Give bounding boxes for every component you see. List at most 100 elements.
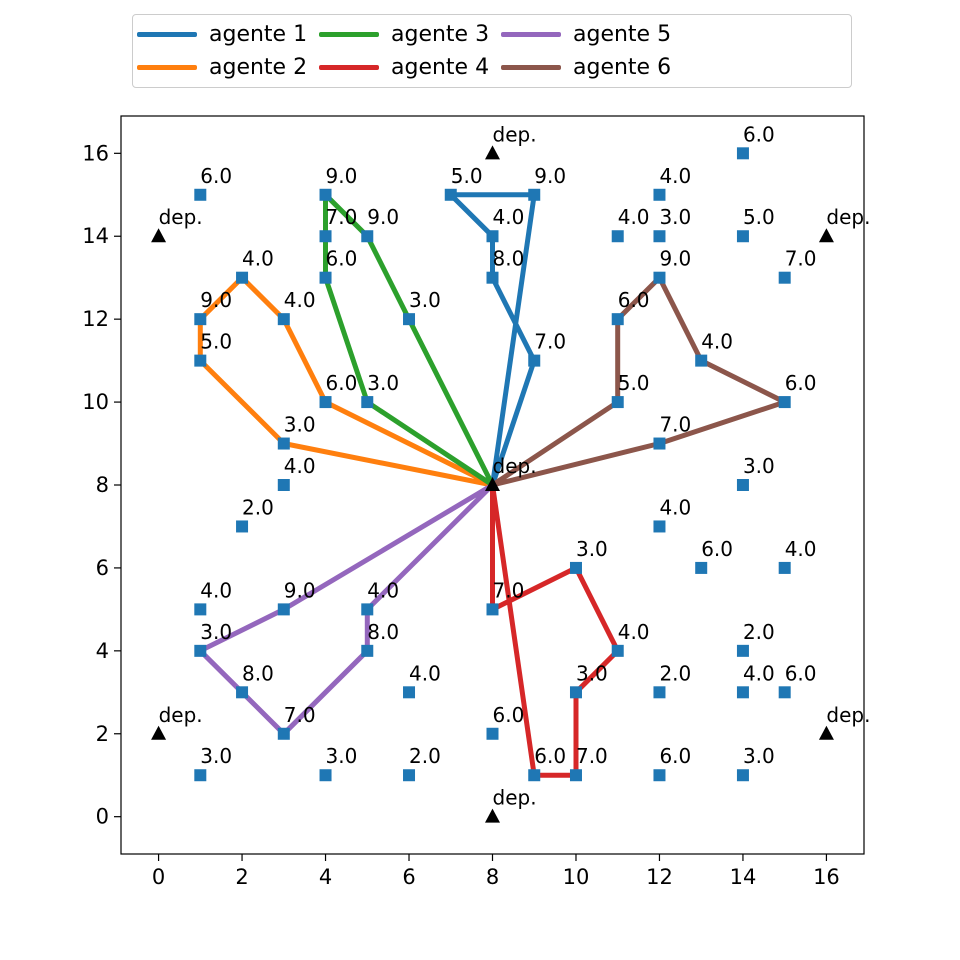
- customer-label: 4.0: [242, 247, 274, 271]
- customer-marker: [611, 230, 624, 243]
- customer-marker: [236, 271, 249, 284]
- customer-marker: [194, 188, 207, 201]
- y-tick-label: 2: [96, 722, 109, 746]
- legend-label: agente 3: [391, 21, 490, 47]
- customer-marker: [736, 147, 749, 160]
- legend-label: agente 5: [573, 21, 672, 47]
- customer-label: 2.0: [659, 661, 691, 685]
- customer-label: 6.0: [701, 537, 733, 561]
- customer-marker: [486, 603, 499, 616]
- customer-marker: [778, 561, 791, 574]
- customer-label: 4.0: [743, 661, 775, 685]
- customer-marker: [194, 354, 207, 367]
- customer-label: 6.0: [493, 703, 525, 727]
- customer-label: 3.0: [743, 744, 775, 768]
- customer-marker: [361, 603, 374, 616]
- customer-marker: [444, 188, 457, 201]
- route-line-6: [490, 275, 788, 488]
- depot-label: dep.: [493, 786, 537, 810]
- customer-marker: [319, 769, 332, 782]
- legend-swatch: [137, 31, 197, 37]
- customer-marker: [611, 313, 624, 326]
- markers-layer: [151, 145, 834, 823]
- legend-entry-2: agente 2: [137, 51, 307, 83]
- x-tick-label: 0: [152, 865, 165, 889]
- route-line-3: [323, 192, 495, 488]
- customer-label: 3.0: [284, 413, 316, 437]
- customer-marker: [277, 313, 290, 326]
- customer-marker: [319, 396, 332, 409]
- customer-marker: [653, 230, 666, 243]
- customer-marker: [611, 644, 624, 657]
- y-tick-label: 10: [82, 390, 109, 414]
- route-line-5: [197, 482, 495, 737]
- customer-marker: [319, 230, 332, 243]
- customer-marker: [277, 603, 290, 616]
- depot-marker: [818, 725, 834, 740]
- customer-marker: [778, 271, 791, 284]
- y-tick-label: 4: [96, 639, 109, 663]
- customer-label: 6.0: [743, 122, 775, 146]
- customer-label: 3.0: [659, 205, 691, 229]
- customer-label: 7.0: [659, 413, 691, 437]
- customer-label: 3.0: [576, 661, 608, 685]
- legend-swatch: [319, 64, 379, 70]
- customer-label: 9.0: [534, 164, 566, 188]
- legend: agente 1 agente 2 agente 3 agente 4 agente 5…: [132, 14, 852, 88]
- customer-label: 4.0: [659, 495, 691, 519]
- legend-swatch: [501, 31, 561, 37]
- customer-label: 2.0: [743, 620, 775, 644]
- customer-marker: [695, 354, 708, 367]
- depot-label: dep.: [826, 703, 870, 727]
- customer-marker: [361, 644, 374, 657]
- customer-marker: [653, 769, 666, 782]
- x-tick-label: 14: [730, 865, 757, 889]
- customer-label: 4.0: [284, 288, 316, 312]
- customer-label: 3.0: [576, 537, 608, 561]
- customer-label: 8.0: [493, 247, 525, 271]
- y-tick-label: 16: [82, 141, 109, 165]
- legend-label: agente 6: [573, 54, 672, 80]
- customer-label: 6.0: [534, 744, 566, 768]
- customer-label: 6.0: [785, 661, 817, 685]
- customer-label: 9.0: [659, 247, 691, 271]
- customer-marker: [528, 188, 541, 201]
- y-tick-label: 6: [96, 556, 109, 580]
- customer-marker: [403, 686, 416, 699]
- customer-marker: [778, 686, 791, 699]
- customer-label: 6.0: [326, 247, 358, 271]
- legend-label: agente 2: [209, 54, 308, 80]
- customer-marker: [528, 769, 541, 782]
- customer-label: 9.0: [284, 578, 316, 602]
- point-labels-layer: 6.0 6.0 9.0 5.0 9.0 4.0 7.0 9.0 4.0 4.0 3.0 5.0 4.0 6…: [159, 122, 871, 809]
- legend-label: agente 4: [391, 54, 490, 80]
- customer-marker: [194, 644, 207, 657]
- customer-marker: [569, 769, 582, 782]
- customer-marker: [486, 230, 499, 243]
- customer-marker: [403, 769, 416, 782]
- y-tick-label: 14: [82, 224, 109, 248]
- customer-marker: [695, 561, 708, 574]
- customer-label: 9.0: [326, 164, 358, 188]
- customer-marker: [277, 727, 290, 740]
- customer-label: 4.0: [367, 578, 399, 602]
- depot-marker: [485, 477, 500, 491]
- customer-marker: [486, 727, 499, 740]
- x-tick-label: 10: [563, 865, 590, 889]
- legend-swatch: [137, 64, 197, 70]
- customer-label: 3.0: [367, 371, 399, 395]
- customer-marker: [403, 313, 416, 326]
- route-line-4: [490, 482, 621, 778]
- depot-marker: [485, 808, 500, 823]
- customer-label: 4.0: [618, 620, 650, 644]
- customer-label: 7.0: [493, 578, 525, 602]
- customer-label: 8.0: [242, 661, 274, 685]
- depot-label: dep.: [159, 205, 203, 229]
- legend-entry-6: agente 6: [501, 51, 671, 83]
- x-tick-label: 6: [402, 865, 415, 889]
- customer-label: 3.0: [200, 620, 232, 644]
- customer-label: 9.0: [367, 205, 399, 229]
- customer-label: 6.0: [200, 164, 232, 188]
- customer-label: 2.0: [242, 495, 274, 519]
